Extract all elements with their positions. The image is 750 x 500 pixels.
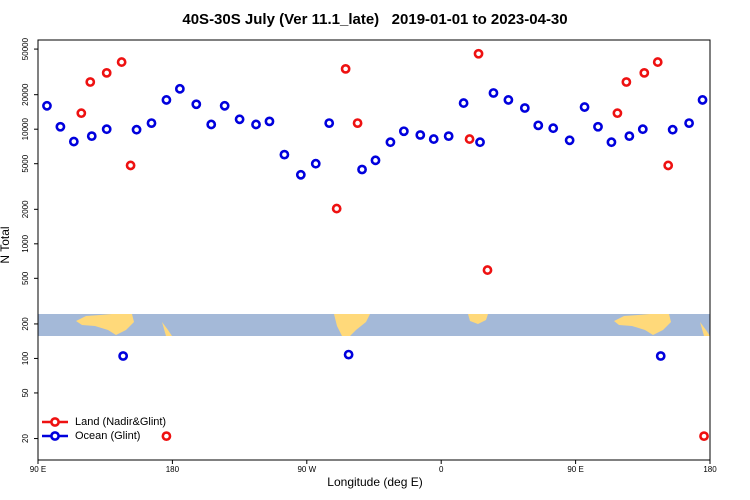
- x-tick-label: 180: [703, 465, 717, 474]
- point: [370, 155, 381, 166]
- point: [191, 99, 202, 110]
- point: [519, 103, 530, 113]
- point: [161, 95, 172, 105]
- point: [667, 124, 678, 135]
- y-tick-label: 2000: [21, 200, 30, 218]
- plot-frame: [37, 39, 711, 461]
- x-tick-label: 180: [166, 465, 180, 474]
- y-tick-label: 50: [21, 388, 30, 397]
- point: [639, 67, 650, 78]
- point: [663, 160, 674, 171]
- point: [475, 137, 485, 148]
- point: [42, 100, 52, 111]
- point: [219, 100, 230, 111]
- point: [488, 88, 499, 98]
- legend-marker: [50, 431, 60, 441]
- point: [101, 67, 112, 78]
- point: [343, 349, 354, 360]
- point: [428, 134, 439, 144]
- point: [251, 119, 261, 130]
- point: [473, 48, 484, 59]
- x-tick-label: 90 E: [30, 465, 46, 474]
- point: [458, 98, 469, 108]
- point: [699, 431, 709, 442]
- legend-label: Ocean (Glint): [75, 430, 140, 442]
- y-tick-label: 10000: [21, 118, 30, 141]
- point: [279, 149, 290, 160]
- y-tick-label: 50000: [21, 37, 30, 60]
- point: [697, 95, 708, 105]
- point: [579, 102, 590, 112]
- y-tick-label: 20: [21, 434, 30, 443]
- point: [482, 265, 493, 275]
- point: [533, 120, 544, 131]
- point: [116, 57, 127, 67]
- point: [118, 351, 129, 361]
- point: [415, 130, 426, 140]
- point: [621, 77, 632, 87]
- y-tick-label: 20000: [21, 83, 30, 106]
- point: [161, 431, 172, 442]
- point: [101, 124, 112, 135]
- x-axis-label: Longitude (deg E): [327, 475, 422, 489]
- y-tick-label: 1000: [21, 234, 30, 252]
- point: [85, 77, 96, 87]
- point: [357, 164, 367, 175]
- point: [68, 136, 79, 147]
- point: [146, 118, 157, 129]
- x-tick-label: 90 E: [567, 465, 583, 474]
- point: [593, 121, 603, 132]
- legend-label: Land (Nadir&Glint): [75, 416, 166, 428]
- point: [340, 63, 351, 74]
- legend-marker: [50, 417, 60, 427]
- point: [564, 135, 575, 146]
- point: [295, 169, 306, 180]
- point: [206, 119, 217, 130]
- y-tick-label: 5000: [21, 154, 30, 172]
- point: [174, 83, 185, 94]
- y-axis-label: N Total: [0, 226, 12, 263]
- point: [331, 203, 342, 214]
- y-tick-label: 200: [21, 317, 30, 331]
- point: [234, 114, 245, 125]
- point: [684, 118, 694, 129]
- point: [352, 118, 363, 129]
- point: [264, 116, 275, 127]
- x-tick-label: 0: [439, 465, 444, 474]
- point: [125, 160, 136, 171]
- point: [76, 108, 87, 119]
- point: [131, 124, 142, 135]
- point: [86, 131, 97, 142]
- point: [612, 108, 623, 119]
- x-tick-label: 90 W: [297, 465, 316, 474]
- point: [652, 57, 663, 67]
- map-strip: [38, 314, 710, 336]
- point: [464, 134, 475, 144]
- point: [310, 158, 321, 169]
- y-tick-label: 100: [21, 351, 30, 365]
- point: [385, 137, 396, 148]
- chart-title: 40S-30S July (Ver 11.1_late) 2019-01-01 …: [182, 11, 567, 28]
- point: [503, 95, 514, 105]
- point: [443, 131, 454, 142]
- point: [637, 124, 648, 135]
- y-tick-label: 500: [21, 271, 30, 285]
- point: [548, 123, 559, 134]
- point: [655, 351, 666, 361]
- point: [624, 131, 635, 142]
- point: [398, 126, 409, 137]
- point: [55, 121, 66, 132]
- point: [606, 137, 617, 148]
- point: [324, 118, 335, 129]
